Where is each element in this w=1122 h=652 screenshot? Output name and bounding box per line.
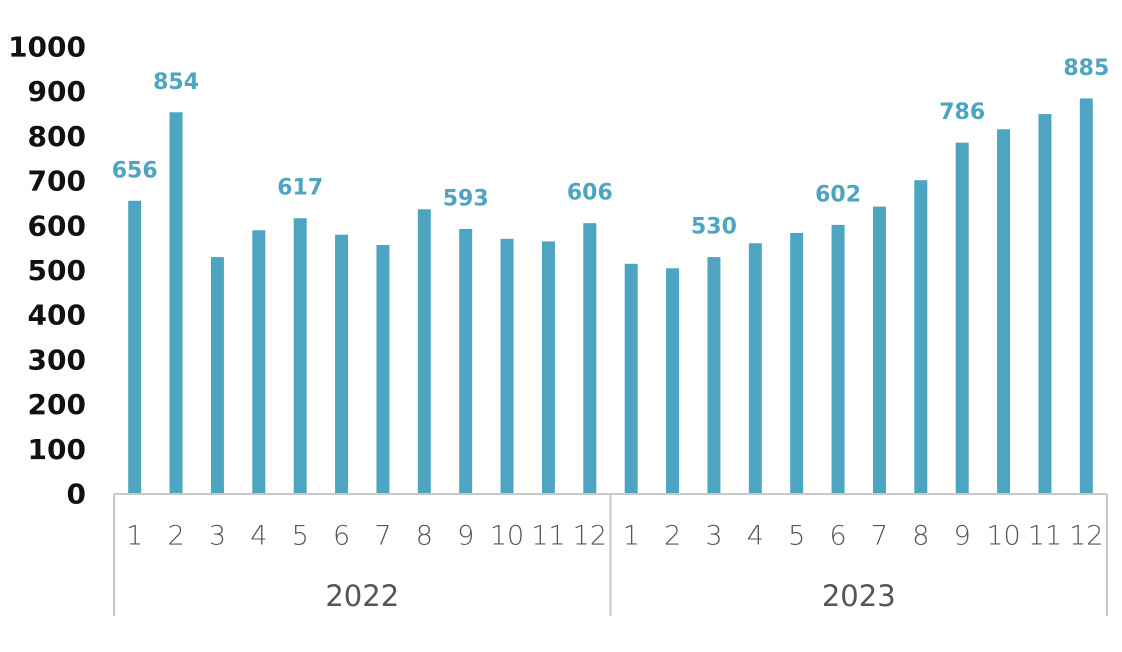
bar <box>1079 98 1093 494</box>
x-tick-label: 5 <box>788 521 805 552</box>
bar <box>997 129 1011 495</box>
bar <box>1038 114 1052 495</box>
bar <box>707 257 721 494</box>
y-tick-label: 100 <box>28 433 86 466</box>
data-label: 617 <box>277 176 323 201</box>
x-tick-label: 6 <box>829 521 846 552</box>
x-tick-label: 4 <box>747 521 764 552</box>
bar <box>914 180 928 494</box>
bar <box>831 224 845 494</box>
data-label: 593 <box>443 186 489 211</box>
x-tick-label: 2 <box>664 521 681 552</box>
data-label: 606 <box>567 181 613 206</box>
x-tick-label: 1 <box>623 521 640 552</box>
bar <box>459 228 473 494</box>
bar <box>666 268 680 494</box>
bar <box>335 234 349 495</box>
bar <box>210 257 224 494</box>
bar <box>252 230 266 494</box>
x-tick-label: 8 <box>416 521 433 552</box>
bar <box>500 238 514 494</box>
x-tick-label: 3 <box>705 521 722 552</box>
x-tick-label: 10 <box>986 521 1020 552</box>
y-tick-label: 1000 <box>8 31 86 64</box>
bar <box>583 223 597 495</box>
x-tick-label: 3 <box>209 521 226 552</box>
x-tick-label: 12 <box>1069 521 1103 552</box>
bar <box>624 263 638 494</box>
bar <box>790 232 804 494</box>
x-tick-label: 2 <box>167 521 184 552</box>
data-labels: 656 854 617 593 606 530 602 786 885 <box>112 56 1110 240</box>
year-group-label: 2023 <box>822 579 896 613</box>
data-label: 602 <box>815 182 861 207</box>
y-tick-label: 0 <box>67 478 86 511</box>
bar <box>955 142 969 494</box>
x-tick-label: 1 <box>126 521 143 552</box>
bar <box>541 241 555 494</box>
y-tick-label: 400 <box>28 299 86 332</box>
y-tick-label: 900 <box>28 75 86 108</box>
x-tick-label: 12 <box>573 521 607 552</box>
x-tick-label: 4 <box>250 521 267 552</box>
y-tick-label: 200 <box>28 388 86 421</box>
y-tick-label: 500 <box>28 254 86 287</box>
x-tick-label: 11 <box>1028 521 1062 552</box>
data-label: 656 <box>112 158 158 183</box>
x-tick-label: 8 <box>912 521 929 552</box>
y-tick-label: 700 <box>28 165 86 198</box>
x-tick-label: 11 <box>531 521 565 552</box>
data-label: 786 <box>939 100 985 125</box>
y-tick-label: 600 <box>28 209 86 242</box>
bar <box>872 206 886 495</box>
year-group-label: 2022 <box>325 579 399 613</box>
bar <box>748 243 762 494</box>
bar <box>128 200 142 494</box>
bar <box>293 218 307 495</box>
data-label: 854 <box>153 70 199 95</box>
x-tick-label: 9 <box>457 521 474 552</box>
bar <box>376 245 390 494</box>
x-tick-label: 5 <box>292 521 309 552</box>
bar <box>169 112 183 495</box>
bars <box>128 98 1093 495</box>
x-tick-label: 10 <box>490 521 524 552</box>
y-axis-ticks: 0 100 200 300 400 500 600 700 800 900 1000 <box>8 31 86 511</box>
data-label: 885 <box>1063 56 1109 81</box>
y-tick-label: 300 <box>28 343 86 376</box>
bar <box>417 209 431 495</box>
x-tick-label: 7 <box>374 521 391 552</box>
y-tick-label: 800 <box>28 120 86 153</box>
x-tick-label: 7 <box>871 521 888 552</box>
x-tick-label: 9 <box>954 521 971 552</box>
data-label: 530 <box>691 215 737 240</box>
x-tick-label: 6 <box>333 521 350 552</box>
